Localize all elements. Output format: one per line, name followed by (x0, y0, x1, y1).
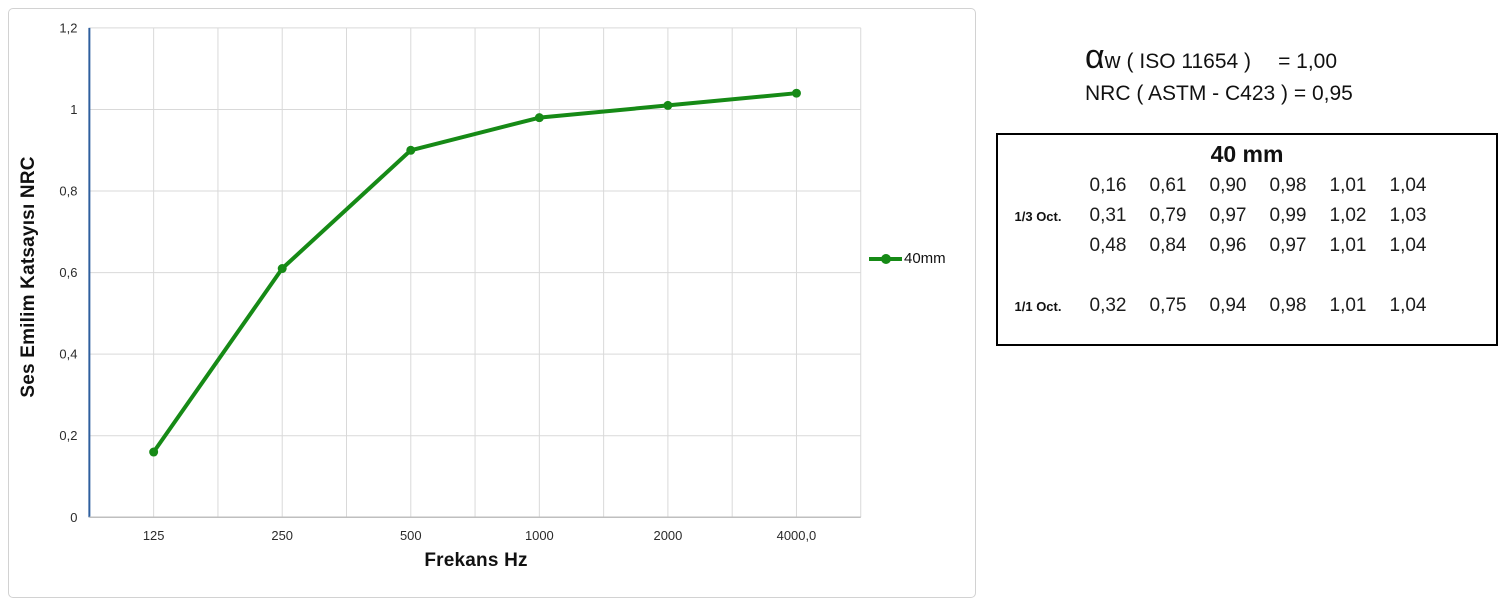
y-tick-label: 0 (70, 510, 77, 525)
y-axis-title: Ses Emilim Katsayısı NRC (18, 156, 39, 398)
table-title: 40 mm (1210, 141, 1284, 167)
x-tick-label: 250 (271, 528, 293, 543)
x-tick-label: 125 (143, 528, 165, 543)
table-row: 0,16 0,61 0,90 0,98 1,01 1,04 (998, 171, 1496, 201)
y-tick-label: 1 (70, 102, 77, 117)
table-row: 0,48 0,84 0,96 0,97 1,01 1,04 (998, 231, 1496, 261)
series-line (151, 91, 799, 455)
value-cell: 0,31 (1089, 205, 1127, 226)
value-cell: 1,04 (1389, 175, 1427, 196)
data-point-marker (149, 447, 159, 457)
value-cell: 0,97 (1209, 205, 1247, 226)
value-cell: 0,99 (1269, 205, 1307, 226)
value-cell: 1,03 (1389, 205, 1427, 226)
value-cell: 0,96 (1209, 235, 1247, 256)
alpha-value: = 1,00 (1278, 50, 1338, 73)
value-cell: 0,61 (1149, 175, 1187, 196)
y-tick-label: 0,4 (59, 347, 77, 362)
y-tick-label: 0,2 (59, 428, 77, 443)
x-tick-label: 2000 (654, 528, 683, 543)
value-cell: 0,98 (1269, 175, 1307, 196)
value-cell: 0,75 (1149, 295, 1187, 316)
value-cell: 1,04 (1389, 235, 1427, 256)
row-label: 1/1 Oct. (1014, 298, 1062, 314)
x-tick-label: 500 (400, 528, 422, 543)
absorption-table: 40 mm 0,16 0,61 0,90 0,98 1,01 1,04 1/3 Oct. 0,… (996, 133, 1498, 346)
line-chart: 0 0,2 0,4 0,6 0,8 1 1,2 125 250 500 1000 2000 4000,0 (59, 20, 862, 543)
x-axis-title: Frekans Hz (424, 550, 528, 571)
legend-line-marker-icon (869, 253, 902, 264)
row-label: 1/3 Oct. (1014, 208, 1062, 224)
data-point-marker (534, 113, 544, 123)
value-cell: 0,79 (1149, 205, 1187, 226)
alpha-standard-ref: ( ISO 11654 ) (1126, 50, 1252, 73)
table-body: 0,16 0,61 0,90 0,98 1,01 1,04 1/3 Oct. 0,31 0,79… (998, 171, 1496, 321)
y-tick-label: 0,6 (59, 265, 77, 280)
alpha-symbol: α (1085, 38, 1105, 76)
value-cell: 0,16 (1089, 175, 1127, 196)
table-row: 1/1 Oct. 0,32 0,75 0,94 0,98 1,01 1,04 (998, 291, 1496, 321)
alpha-subscript-w: w (1104, 48, 1121, 73)
value-cell: 0,94 (1209, 295, 1247, 316)
y-tick-label: 1,2 (59, 20, 77, 35)
nrc-result-line: NRC ( ASTM - C423 ) = 0,95 (1085, 82, 1353, 105)
legend-dot-icon (880, 253, 891, 264)
value-cell: 0,48 (1089, 235, 1127, 256)
data-point-marker (277, 264, 287, 274)
value-cell: 1,02 (1329, 205, 1367, 226)
value-cell: 1,01 (1329, 295, 1367, 316)
legend-series-label: 40mm (904, 250, 946, 267)
table-spacer-row (998, 261, 1496, 291)
value-cell: 1,01 (1329, 235, 1367, 256)
value-cell: 1,04 (1389, 295, 1427, 316)
value-cell: 0,98 (1269, 295, 1307, 316)
chart-legend: 40mm (869, 250, 946, 267)
value-cell: 0,32 (1089, 295, 1127, 316)
y-tick-label: 0,8 (59, 184, 77, 199)
x-tick-label: 1000 (525, 528, 554, 543)
data-point-marker (406, 145, 416, 155)
value-cell: 0,84 (1149, 235, 1187, 256)
value-cell: 0,97 (1269, 235, 1307, 256)
value-cell: 0,90 (1209, 175, 1247, 196)
x-tick-label: 4000,0 (777, 528, 817, 543)
chart-panel: 0 0,2 0,4 0,6 0,8 1 1,2 125 250 500 1000 2000 4000,0… (8, 8, 976, 598)
table-row: 1/3 Oct. 0,31 0,79 0,97 0,99 1,02 1,03 (998, 201, 1496, 231)
data-point-marker (791, 88, 801, 98)
data-point-marker (663, 100, 673, 110)
value-cell: 1,01 (1329, 175, 1367, 196)
